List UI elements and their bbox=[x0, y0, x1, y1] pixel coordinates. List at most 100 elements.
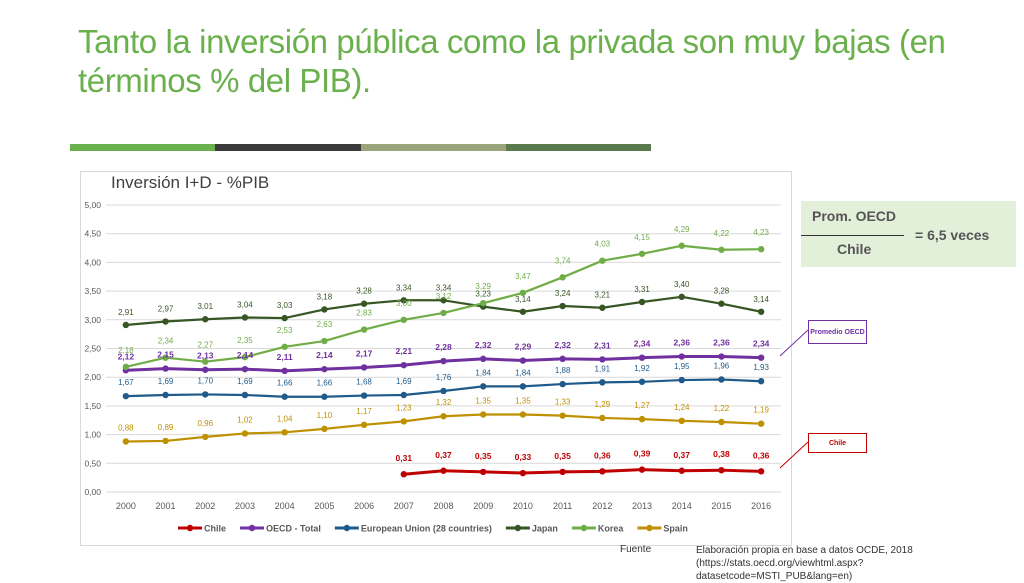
data-label: 1,04 bbox=[277, 414, 293, 423]
data-label: 3,31 bbox=[634, 285, 650, 294]
data-point bbox=[122, 438, 130, 445]
data-point bbox=[519, 308, 527, 315]
data-label: 2,17 bbox=[356, 348, 373, 358]
data-label: 3,01 bbox=[197, 302, 213, 311]
x-tick-label: 2014 bbox=[672, 501, 692, 511]
data-label: 1,19 bbox=[753, 406, 769, 415]
data-point bbox=[599, 257, 606, 264]
source-label: Fuente bbox=[620, 544, 652, 555]
y-tick-label: 0,00 bbox=[84, 487, 101, 497]
data-label: 2,11 bbox=[277, 352, 293, 362]
y-tick-label: 3,00 bbox=[84, 315, 101, 325]
accent-segment bbox=[505, 144, 651, 151]
callout-oecd-average: Promedio OECD bbox=[808, 320, 867, 344]
data-point bbox=[202, 391, 209, 398]
data-point bbox=[360, 300, 368, 307]
data-label: 2,36 bbox=[673, 338, 690, 348]
x-tick-label: 2000 bbox=[116, 501, 136, 511]
data-label: 0,88 bbox=[118, 423, 134, 432]
accent-bar bbox=[70, 144, 651, 151]
data-point bbox=[321, 365, 328, 373]
data-label: 2,27 bbox=[197, 341, 213, 350]
data-point bbox=[480, 355, 487, 363]
data-point bbox=[162, 391, 169, 399]
data-point bbox=[202, 358, 209, 365]
data-label: 3,04 bbox=[237, 301, 253, 310]
data-point bbox=[400, 391, 407, 399]
data-label: 1,69 bbox=[396, 377, 412, 386]
callout-chile: Chile bbox=[808, 433, 867, 453]
x-tick-label: 2009 bbox=[473, 501, 493, 511]
data-label: 1,22 bbox=[714, 404, 730, 413]
fraction-line bbox=[801, 235, 904, 236]
data-point bbox=[162, 365, 169, 372]
line-chart: Inversión I+D - %PIB 0,00 0,50 1,00 1,50 2,0… bbox=[84, 173, 781, 534]
data-label: 2,28 bbox=[435, 342, 452, 352]
x-tick-label: 2015 bbox=[711, 501, 731, 511]
data-point bbox=[360, 392, 368, 399]
data-point bbox=[559, 412, 566, 419]
data-label: 2,34 bbox=[158, 337, 174, 346]
data-point bbox=[281, 367, 288, 375]
data-label: 2,14 bbox=[237, 350, 254, 360]
data-point bbox=[400, 361, 407, 369]
legend-entry: OECD - Total bbox=[266, 524, 321, 534]
data-label: 3,12 bbox=[436, 292, 452, 301]
y-tick-label: 4,50 bbox=[84, 229, 101, 239]
data-label: 0,37 bbox=[673, 450, 690, 460]
data-point bbox=[757, 378, 765, 385]
data-point bbox=[638, 415, 646, 423]
data-label: 2,91 bbox=[118, 308, 134, 317]
y-tick-label: 5,00 bbox=[84, 200, 101, 210]
data-point bbox=[757, 245, 765, 253]
data-point bbox=[599, 304, 606, 311]
data-label: 4,23 bbox=[753, 228, 769, 237]
ratio-numerator: Prom. OECD bbox=[812, 208, 897, 224]
data-point bbox=[559, 468, 566, 476]
data-label: 1,33 bbox=[555, 398, 571, 407]
legend-entry: Japan bbox=[532, 524, 558, 534]
data-point bbox=[241, 391, 249, 399]
oecd-chile-ratio-box: Prom. OECD Chile = 6,5 veces bbox=[801, 201, 1016, 267]
data-point bbox=[440, 467, 447, 474]
data-label: 1,88 bbox=[555, 366, 571, 375]
data-point bbox=[281, 314, 288, 322]
data-point bbox=[360, 364, 368, 371]
x-tick-label: 2008 bbox=[433, 501, 453, 511]
accent-segment bbox=[70, 144, 216, 151]
data-point bbox=[638, 250, 646, 257]
chart-title: Inversión I+D - %PIB bbox=[111, 173, 269, 192]
data-label: 1,68 bbox=[356, 378, 372, 387]
data-label: 2,29 bbox=[515, 342, 532, 352]
data-label: 0,33 bbox=[515, 452, 532, 462]
data-label: 1,92 bbox=[634, 364, 650, 373]
data-label: 3,74 bbox=[555, 256, 571, 265]
data-label: 0,35 bbox=[554, 451, 571, 461]
data-point bbox=[241, 314, 249, 321]
accent-segment bbox=[360, 144, 506, 151]
data-point bbox=[559, 274, 566, 281]
chart-frame: Inversión I+D - %PIB 0,00 0,50 1,00 1,50 2,0… bbox=[80, 171, 792, 546]
data-point bbox=[480, 468, 487, 476]
data-point bbox=[360, 421, 368, 429]
data-point bbox=[281, 429, 288, 436]
data-label: 1,93 bbox=[753, 363, 769, 372]
data-point bbox=[599, 468, 606, 475]
legend-entry: European Union (28 countries) bbox=[361, 524, 492, 534]
y-tick-label: 3,50 bbox=[84, 286, 101, 296]
x-tick-label: 2013 bbox=[632, 501, 652, 511]
data-point bbox=[202, 366, 209, 373]
data-point bbox=[678, 353, 685, 360]
data-point bbox=[559, 380, 566, 388]
data-label: 0,37 bbox=[435, 450, 452, 460]
data-point bbox=[400, 297, 407, 304]
legend-entry: Chile bbox=[204, 524, 226, 534]
data-label: 4,03 bbox=[595, 240, 611, 249]
data-label: 2,35 bbox=[237, 336, 253, 345]
legend-marker bbox=[646, 524, 653, 532]
data-label: 3,24 bbox=[555, 289, 571, 298]
data-label: 0,96 bbox=[197, 419, 213, 428]
data-label: 1,69 bbox=[237, 377, 253, 386]
x-tick-label: 2005 bbox=[314, 501, 334, 511]
data-label: 1,35 bbox=[475, 397, 491, 406]
